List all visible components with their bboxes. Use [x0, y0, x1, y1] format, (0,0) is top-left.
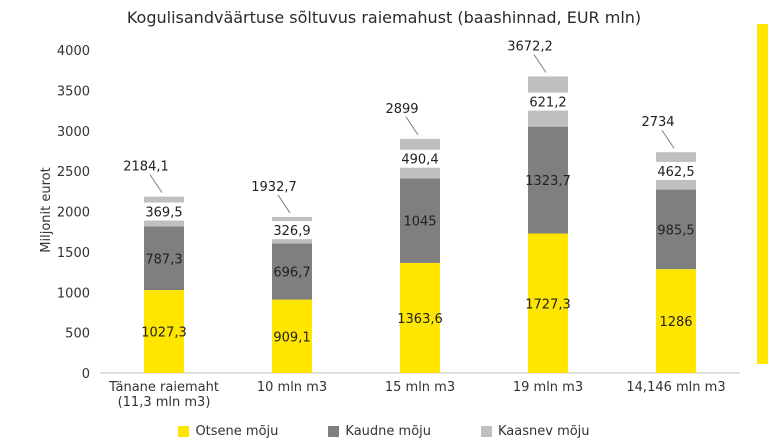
- data-label: 369,5: [145, 206, 182, 221]
- y-tick-label: 0: [82, 367, 90, 382]
- bar-segment-kaudne: [656, 189, 696, 270]
- total-leader-line: [661, 129, 675, 149]
- data-label: 490,4: [401, 153, 438, 168]
- labels-layer: 1027,3 787,3 369,5 2184,1 909,1 696,7 326,9 193…: [123, 39, 696, 345]
- label-background: [144, 202, 184, 221]
- total-label: 2899: [385, 102, 418, 117]
- total-leader-line: [533, 54, 547, 73]
- total-leader-line: [405, 116, 419, 136]
- label-background: [272, 221, 312, 240]
- x-tick-label: 14,146 mln m3: [626, 380, 725, 395]
- legend: Otsene mõju Kaudne mõju Kaasnev mõju: [0, 424, 768, 439]
- data-label: 1727,3: [525, 297, 571, 312]
- data-label: 985,5: [657, 223, 694, 238]
- data-label: 1323,7: [525, 174, 571, 189]
- legend-swatch: [481, 426, 492, 437]
- data-label: 909,1: [273, 330, 310, 345]
- chart-title: Kogulisandväärtuse sõltuvus raiemahust (…: [126, 8, 642, 27]
- total-leader-line: [149, 174, 163, 193]
- total-label: 2734: [641, 115, 674, 130]
- axis-layer: 0 500 1000 1500 2000 2500 3000 3500 4000 Tänane r…: [57, 44, 740, 410]
- data-label: 1045: [403, 215, 436, 230]
- bar-segment-otsene: [400, 262, 440, 373]
- legend-swatch: [178, 426, 190, 437]
- bar-segment-kaudne: [272, 243, 312, 300]
- data-label: 1027,3: [141, 326, 187, 341]
- bar-segment-otsene: [656, 269, 696, 373]
- data-label: 1286: [659, 315, 692, 330]
- data-label: 1363,6: [397, 312, 443, 327]
- legend-item: Otsene mõju: [178, 424, 278, 439]
- data-label: 621,2: [529, 96, 566, 111]
- total-label: 1932,7: [251, 180, 297, 195]
- x-tick-label: 15 mln m3: [385, 380, 455, 395]
- legend-swatch: [328, 426, 340, 437]
- y-tick-label: 2500: [57, 165, 90, 180]
- legend-item: Kaudne mõju: [328, 424, 431, 439]
- legend-label: Kaudne mõju: [345, 424, 431, 439]
- y-tick-label: 3500: [57, 84, 90, 99]
- data-label: 462,5: [657, 165, 694, 180]
- legend-label: Otsene mõju: [195, 424, 279, 439]
- y-axis-label: Miljonit eurot: [39, 167, 54, 252]
- y-tick-label: 1000: [57, 286, 90, 301]
- x-tick-label: Tänane raiemaht: [108, 380, 219, 395]
- y-tick-label: 1500: [57, 246, 90, 261]
- label-background: [400, 149, 440, 168]
- y-tick-label: 4000: [57, 44, 90, 59]
- data-label: 787,3: [145, 252, 182, 267]
- data-label: 326,9: [273, 224, 310, 239]
- bar-segment-otsene: [272, 299, 312, 373]
- label-background: [656, 161, 696, 180]
- accent-bar: [757, 24, 768, 364]
- label-background: [528, 92, 568, 111]
- bar-segment-otsene: [144, 290, 184, 373]
- bars-layer: [144, 76, 696, 373]
- x-tick-label: 10 mln m3: [257, 380, 327, 395]
- y-tick-label: 2000: [57, 206, 90, 221]
- total-label: 2184,1: [123, 160, 169, 175]
- data-label: 696,7: [273, 265, 310, 280]
- bar-segment-kaudne: [400, 178, 440, 263]
- legend-label: Kaasnev mõju: [498, 424, 590, 439]
- x-tick-label: 19 mln m3: [513, 380, 583, 395]
- legend-item: Kaasnev mõju: [481, 424, 590, 439]
- bar-segment-kaudne: [528, 126, 568, 234]
- y-tick-label: 3000: [57, 125, 90, 140]
- bar-segment-otsene: [528, 233, 568, 373]
- x-tick-label: (11,3 mln m3): [118, 395, 211, 410]
- y-tick-label: 500: [65, 327, 90, 342]
- total-label: 3672,2: [507, 39, 553, 54]
- bar-segment-kaudne: [144, 226, 184, 291]
- total-leader-line: [277, 194, 291, 214]
